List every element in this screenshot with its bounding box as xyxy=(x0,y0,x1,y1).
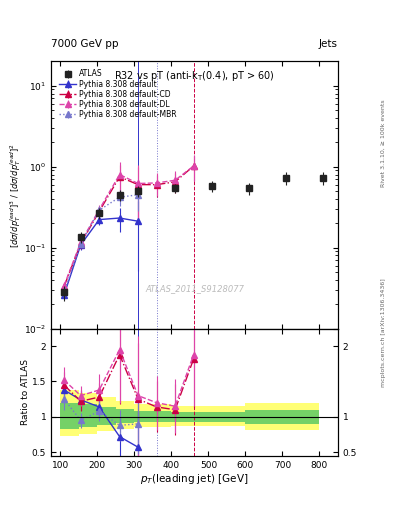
X-axis label: $p_T$(leading jet) [GeV]: $p_T$(leading jet) [GeV] xyxy=(140,472,249,486)
Text: 7000 GeV pp: 7000 GeV pp xyxy=(51,38,119,49)
Text: R32 vs pT (anti-k$_\mathrm{T}$(0.4), pT > 60): R32 vs pT (anti-k$_\mathrm{T}$(0.4), pT … xyxy=(114,70,275,83)
Y-axis label: $[d\sigma/dp_T^{lead}]^3$ / $[d\sigma/dp_T^{lead}]^2$: $[d\sigma/dp_T^{lead}]^3$ / $[d\sigma/dp… xyxy=(7,142,22,247)
Text: mcplots.cern.ch [arXiv:1306.3436]: mcplots.cern.ch [arXiv:1306.3436] xyxy=(381,279,386,387)
Text: ATLAS_2011_S9128077: ATLAS_2011_S9128077 xyxy=(145,284,244,293)
Text: Rivet 3.1.10, ≥ 100k events: Rivet 3.1.10, ≥ 100k events xyxy=(381,99,386,187)
Y-axis label: Ratio to ATLAS: Ratio to ATLAS xyxy=(22,359,31,425)
Legend: ATLAS, Pythia 8.308 default, Pythia 8.308 default-CD, Pythia 8.308 default-DL, P: ATLAS, Pythia 8.308 default, Pythia 8.30… xyxy=(58,68,178,120)
Text: Jets: Jets xyxy=(319,38,338,49)
